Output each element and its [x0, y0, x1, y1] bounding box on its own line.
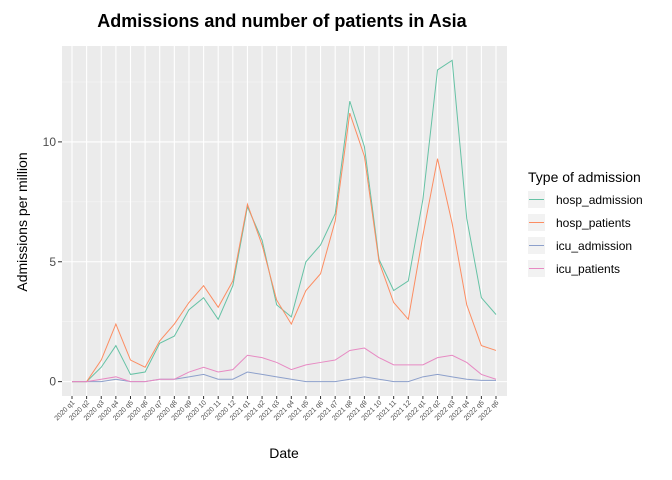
series-line-hosp_admission [72, 59, 497, 383]
x-axis-title: Date [269, 445, 299, 461]
y-tick-label: 0 [49, 375, 56, 389]
legend-title: Type of admission [528, 169, 641, 185]
legend-label-hosp_patients: hosp_patients [556, 216, 631, 230]
legend: Type of admission hosp_admission hosp_pat… [528, 169, 643, 277]
series-line-icu_patients [72, 347, 497, 383]
legend-items: hosp_admission hosp_patients icu_admission… [528, 191, 643, 277]
y-tick-label: 5 [49, 255, 56, 269]
plot-panel [62, 46, 507, 396]
y-tick-label: 10 [43, 135, 57, 149]
series-line-hosp_patients [72, 112, 497, 383]
chart-title: Admissions and number of patients in Asi… [97, 11, 467, 31]
legend-label-icu_admission: icu_admission [556, 239, 632, 253]
legend-label-hosp_admission: hosp_admission [556, 193, 643, 207]
y-axis-ticks: 0 5 10 [43, 135, 62, 389]
series-lines [72, 59, 497, 383]
legend-label-icu_patients: icu_patients [556, 262, 620, 276]
minor-gridlines [62, 81, 507, 322]
y-axis-title: Admissions per million [14, 152, 30, 291]
